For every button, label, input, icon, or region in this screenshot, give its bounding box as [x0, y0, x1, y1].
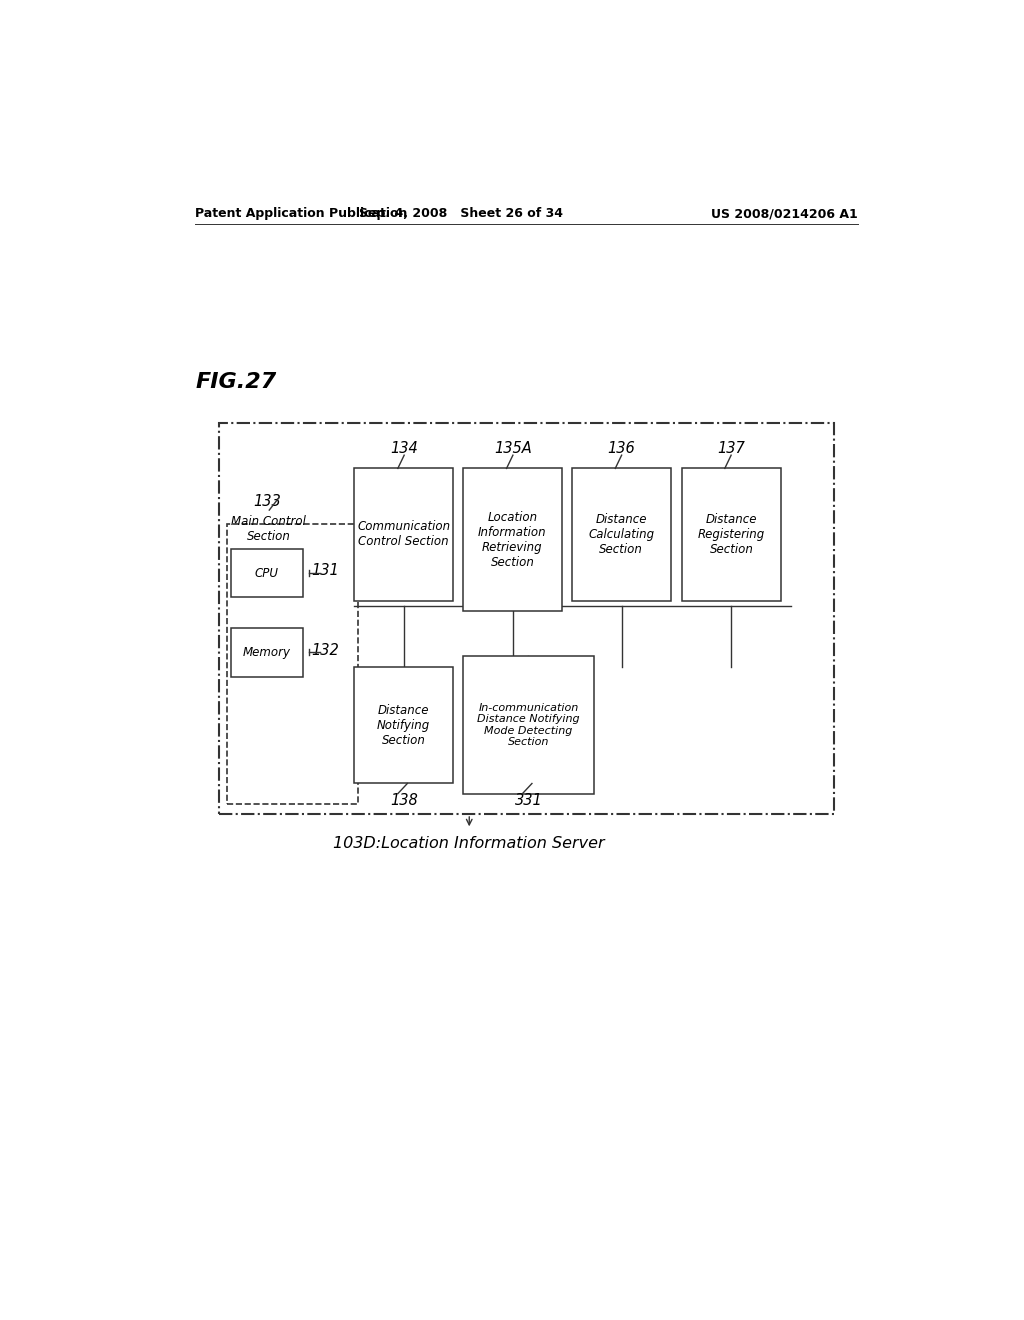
Bar	[354, 667, 454, 784]
Text: 131: 131	[311, 562, 339, 578]
Text: Distance
Registering
Section: Distance Registering Section	[698, 513, 765, 556]
Text: US 2008/0214206 A1: US 2008/0214206 A1	[712, 207, 858, 220]
Text: Communication
Control Section: Communication Control Section	[357, 520, 451, 549]
Text: Sep. 4, 2008   Sheet 26 of 34: Sep. 4, 2008 Sheet 26 of 34	[359, 207, 563, 220]
Text: 331: 331	[515, 793, 543, 808]
Text: Memory: Memory	[243, 645, 291, 659]
Bar	[354, 469, 454, 601]
Text: 136: 136	[608, 441, 636, 455]
Bar	[571, 469, 671, 601]
Text: FIG.27: FIG.27	[196, 372, 276, 392]
Bar	[231, 549, 303, 598]
Text: Patent Application Publication: Patent Application Publication	[196, 207, 408, 220]
Text: Distance
Notifying
Section: Distance Notifying Section	[377, 704, 430, 747]
Text: 103D:Location Information Server: 103D:Location Information Server	[334, 836, 605, 851]
Text: 134: 134	[390, 441, 418, 455]
Text: Main Control
Section: Main Control Section	[231, 515, 306, 544]
Text: 133: 133	[253, 495, 281, 510]
Text: 137: 137	[717, 441, 745, 455]
Text: Location
Information
Retrieving
Section: Location Information Retrieving Section	[478, 511, 547, 569]
Text: In-communication
Distance Notifying
Mode Detecting
Section: In-communication Distance Notifying Mode…	[477, 702, 580, 747]
Bar	[463, 656, 594, 793]
Bar	[682, 469, 781, 601]
Bar	[219, 422, 835, 814]
Bar	[463, 469, 562, 611]
Text: 138: 138	[390, 793, 418, 808]
Text: CPU: CPU	[255, 566, 279, 579]
Text: 135A: 135A	[494, 441, 531, 455]
Bar	[231, 628, 303, 677]
Text: Distance
Calculating
Section: Distance Calculating Section	[588, 513, 654, 556]
Text: 132: 132	[311, 643, 339, 657]
Bar	[227, 524, 358, 804]
